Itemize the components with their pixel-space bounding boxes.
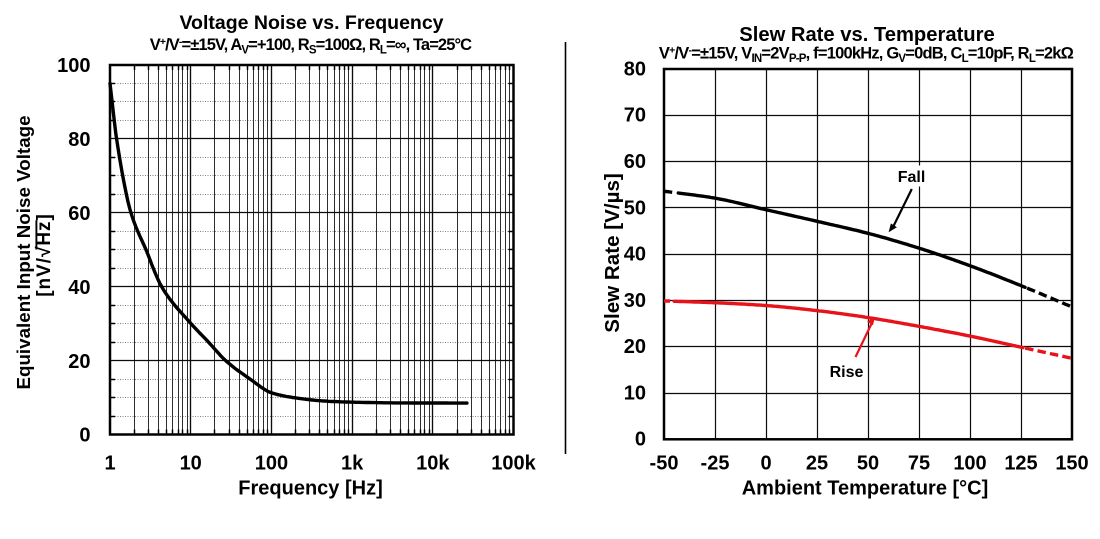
svg-text:1: 1 <box>104 453 115 475</box>
svg-text:80: 80 <box>624 58 646 80</box>
svg-text:Slew Rate [V/µs]: Slew Rate [V/µs] <box>601 173 624 333</box>
svg-text:Fall: Fall <box>898 169 926 186</box>
svg-text:0: 0 <box>79 425 90 447</box>
svg-text:10: 10 <box>624 382 646 404</box>
svg-text:-50: -50 <box>650 453 679 475</box>
svg-text:V+/V-=±15V, AV=+100, RS=100Ω,: V+/V-=±15V, AV=+100, RS=100Ω, RL=∞, Ta=2… <box>150 36 472 57</box>
svg-text:60: 60 <box>68 203 90 225</box>
svg-text:20: 20 <box>68 351 90 373</box>
svg-text:125: 125 <box>1004 453 1037 475</box>
svg-text:75: 75 <box>908 453 930 475</box>
svg-text:30: 30 <box>624 290 646 312</box>
svg-text:1k: 1k <box>341 453 364 475</box>
svg-text:0: 0 <box>635 429 646 451</box>
svg-text:Ambient Temperature [°C]: Ambient Temperature [°C] <box>742 478 989 500</box>
svg-text:40: 40 <box>624 244 646 266</box>
svg-text:20: 20 <box>624 336 646 358</box>
svg-text:Voltage Noise vs. Frequency: Voltage Noise vs. Frequency <box>179 12 443 34</box>
svg-text:100: 100 <box>255 453 288 475</box>
svg-text:[nV/√Hz]: [nV/√Hz] <box>34 213 55 296</box>
svg-text:70: 70 <box>624 105 646 127</box>
svg-text:100: 100 <box>953 453 986 475</box>
svg-text:Frequency [Hz]: Frequency [Hz] <box>238 478 382 500</box>
svg-text:Equivalent Input Noise Voltage: Equivalent Input Noise Voltage <box>13 115 34 389</box>
svg-text:40: 40 <box>68 277 90 299</box>
svg-text:100k: 100k <box>491 453 536 475</box>
svg-text:Rise: Rise <box>830 364 864 381</box>
svg-text:Slew Rate vs. Temperature: Slew Rate vs. Temperature <box>739 24 994 46</box>
svg-text:0: 0 <box>760 453 771 475</box>
svg-text:V+/V-=±15V, VIN=2VP-P, f=100kH: V+/V-=±15V, VIN=2VP-P, f=100kHz, GV=0dB,… <box>659 45 1074 66</box>
svg-text:25: 25 <box>806 453 828 475</box>
svg-text:150: 150 <box>1055 453 1088 475</box>
svg-text:50: 50 <box>624 197 646 219</box>
svg-text:80: 80 <box>68 129 90 151</box>
svg-text:10: 10 <box>180 453 202 475</box>
svg-text:60: 60 <box>624 151 646 173</box>
svg-text:-25: -25 <box>701 453 730 475</box>
svg-text:50: 50 <box>857 453 879 475</box>
svg-text:100: 100 <box>57 55 90 77</box>
svg-text:10k: 10k <box>416 453 450 475</box>
